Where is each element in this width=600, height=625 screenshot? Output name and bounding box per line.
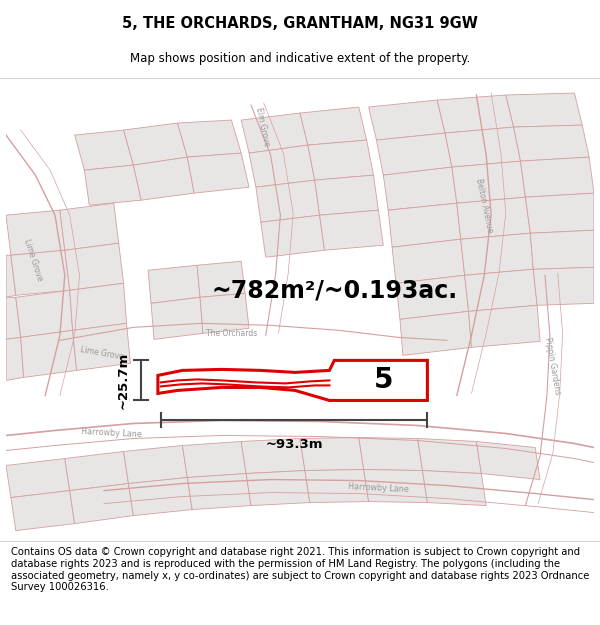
Text: The Orchards: The Orchards xyxy=(206,329,257,338)
Polygon shape xyxy=(300,107,367,145)
Text: Pippin Gardens: Pippin Gardens xyxy=(544,336,562,395)
Polygon shape xyxy=(187,474,251,509)
Polygon shape xyxy=(359,438,422,471)
Polygon shape xyxy=(256,180,320,222)
Text: ~93.3m: ~93.3m xyxy=(265,439,323,451)
Polygon shape xyxy=(261,215,325,258)
Polygon shape xyxy=(388,203,461,248)
Polygon shape xyxy=(60,203,119,250)
Polygon shape xyxy=(133,157,194,200)
Polygon shape xyxy=(418,439,481,474)
Polygon shape xyxy=(65,451,128,491)
Polygon shape xyxy=(16,290,73,338)
Text: Map shows position and indicative extent of the property.: Map shows position and indicative extent… xyxy=(130,52,470,65)
Polygon shape xyxy=(476,441,540,479)
Polygon shape xyxy=(128,478,192,516)
Text: Contains OS data © Crown copyright and database right 2021. This information is : Contains OS data © Crown copyright and d… xyxy=(11,548,589,592)
Polygon shape xyxy=(200,293,249,333)
Polygon shape xyxy=(178,120,241,157)
Polygon shape xyxy=(315,175,379,215)
Polygon shape xyxy=(6,338,23,381)
Polygon shape xyxy=(11,250,70,295)
Polygon shape xyxy=(521,157,594,197)
Polygon shape xyxy=(124,123,187,165)
Polygon shape xyxy=(6,298,21,339)
Text: Lime Grove: Lime Grove xyxy=(22,238,44,282)
Polygon shape xyxy=(241,113,308,153)
Polygon shape xyxy=(148,265,200,303)
Polygon shape xyxy=(249,145,315,187)
Polygon shape xyxy=(392,239,464,283)
Polygon shape xyxy=(308,140,374,180)
Text: Belton Avenue: Belton Avenue xyxy=(474,177,494,233)
Polygon shape xyxy=(65,243,124,290)
Polygon shape xyxy=(70,484,133,524)
Polygon shape xyxy=(461,233,533,275)
Text: ~782m²/~0.193ac.: ~782m²/~0.193ac. xyxy=(212,278,458,302)
Polygon shape xyxy=(526,193,594,233)
Polygon shape xyxy=(6,255,16,298)
Polygon shape xyxy=(74,130,133,170)
Polygon shape xyxy=(506,93,582,127)
Polygon shape xyxy=(464,269,537,311)
Polygon shape xyxy=(396,275,469,319)
Polygon shape xyxy=(530,230,594,269)
Polygon shape xyxy=(11,491,74,531)
Polygon shape xyxy=(452,161,526,203)
Polygon shape xyxy=(368,100,445,140)
Polygon shape xyxy=(124,446,187,484)
Polygon shape xyxy=(6,459,70,498)
Text: Lime Grove: Lime Grove xyxy=(80,345,124,362)
Text: ~25.7m: ~25.7m xyxy=(116,352,130,409)
Polygon shape xyxy=(182,441,246,478)
Text: 5, THE ORCHARDS, GRANTHAM, NG31 9GW: 5, THE ORCHARDS, GRANTHAM, NG31 9GW xyxy=(122,16,478,31)
Text: Elm Grove: Elm Grove xyxy=(254,107,271,148)
Polygon shape xyxy=(533,268,594,305)
Polygon shape xyxy=(246,471,310,506)
Polygon shape xyxy=(6,210,65,255)
Polygon shape xyxy=(73,323,130,371)
Polygon shape xyxy=(376,133,452,175)
Polygon shape xyxy=(469,305,540,348)
Polygon shape xyxy=(320,210,383,250)
Polygon shape xyxy=(383,167,457,210)
Polygon shape xyxy=(514,125,589,161)
Polygon shape xyxy=(197,261,245,298)
Polygon shape xyxy=(241,439,305,474)
Polygon shape xyxy=(21,331,77,378)
Polygon shape xyxy=(300,438,364,471)
Polygon shape xyxy=(422,471,486,506)
Text: Harrowby Lane: Harrowby Lane xyxy=(348,482,409,494)
Polygon shape xyxy=(187,153,249,193)
Polygon shape xyxy=(305,469,368,502)
Polygon shape xyxy=(437,95,514,133)
Polygon shape xyxy=(445,127,521,167)
Text: 5: 5 xyxy=(374,366,393,394)
Polygon shape xyxy=(364,469,427,502)
Polygon shape xyxy=(85,165,141,205)
Polygon shape xyxy=(457,197,530,239)
Polygon shape xyxy=(400,311,472,356)
Text: Harrowby Lane: Harrowby Lane xyxy=(82,428,142,439)
Polygon shape xyxy=(70,283,127,331)
Polygon shape xyxy=(151,298,203,339)
